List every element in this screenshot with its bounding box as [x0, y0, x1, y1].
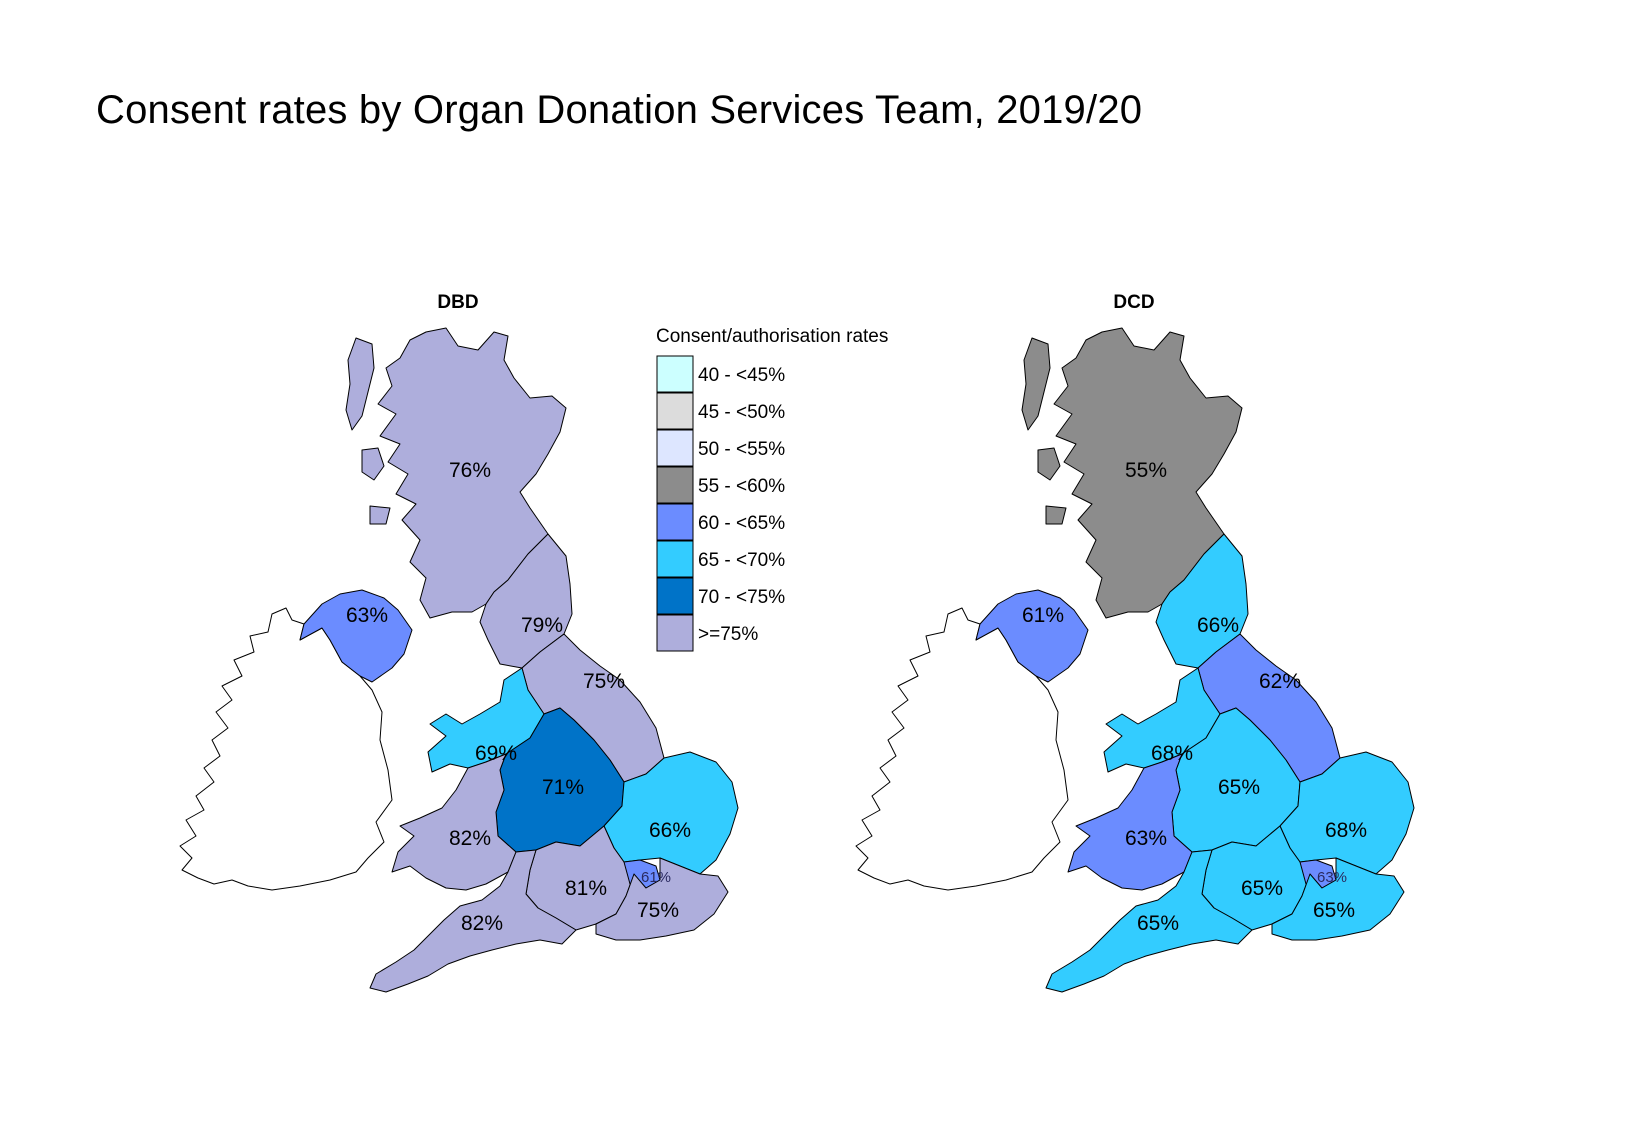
legend-swatch: [656, 355, 694, 393]
dbd-region-south-east: [595, 857, 729, 941]
dbd-region-scotland: [377, 327, 567, 619]
dcd-region-scotland-mull: [1045, 505, 1067, 525]
dbd-region-south-wales: [391, 753, 517, 891]
dbd-region-scotland-mull: [369, 505, 391, 525]
dcd-label-south-west: 65%: [1137, 912, 1179, 935]
dbd-label-north-west: 79%: [521, 614, 563, 637]
dcd-region-south-wales: [1067, 753, 1193, 891]
dcd-label-north-wales: 68%: [1151, 742, 1193, 765]
dbd-label-north-wales: 69%: [475, 742, 517, 765]
dcd-region-northern-ireland: [975, 589, 1089, 683]
dbd-label-london: 61%: [641, 869, 671, 886]
dcd-label-eastern: 68%: [1325, 819, 1367, 842]
dbd-label-south-west: 82%: [461, 912, 503, 935]
dcd-label-scotland: 55%: [1125, 459, 1167, 482]
legend-label: 65 - <70%: [698, 550, 785, 571]
legend-label: 45 - <50%: [698, 402, 785, 423]
legend-title: Consent/authorisation rates: [656, 326, 888, 347]
dbd-label-scotland: 76%: [449, 459, 491, 482]
legend-swatch: [656, 540, 694, 578]
dbd-label-south-central: 81%: [565, 877, 607, 900]
legend-label: >=75%: [698, 624, 758, 645]
dcd-region-north-west: [1155, 533, 1249, 669]
dbd-label-eastern: 66%: [649, 819, 691, 842]
legend-label: 55 - <60%: [698, 476, 785, 497]
page-title: Consent rates by Organ Donation Services…: [96, 88, 1143, 132]
dbd-label-midlands: 71%: [542, 776, 584, 799]
dcd-map: DCD 55% 61% 66% 62% 68% 65% 63% 68% 65% …: [855, 292, 1415, 993]
dbd-map: DBD 76% 63% 79%: [179, 292, 739, 993]
legend-label: 50 - <55%: [698, 439, 785, 460]
dbd-region-scotland-isles: [345, 337, 375, 431]
legend-swatch: [656, 392, 694, 430]
dbd-map-heading: DBD: [437, 292, 478, 313]
dcd-region-south-west: [1045, 849, 1253, 993]
dcd-map-heading: DCD: [1113, 292, 1154, 313]
dcd-region-scotland-isles: [1021, 337, 1051, 431]
dbd-region-south-west: [369, 849, 577, 993]
dbd-region-scotland-skye: [361, 447, 385, 481]
dbd-ireland-outline: [179, 607, 393, 891]
dbd-region-north-west: [479, 533, 573, 669]
dcd-label-london: 63%: [1317, 869, 1347, 886]
legend-swatch: [656, 466, 694, 504]
legend: Consent/authorisation rates 40 - <45% 45 …: [656, 326, 888, 652]
dcd-label-north-west: 66%: [1197, 614, 1239, 637]
dcd-label-south-east: 65%: [1313, 899, 1355, 922]
dbd-label-yorkshire: 75%: [583, 670, 625, 693]
dbd-label-south-east: 75%: [637, 899, 679, 922]
dcd-region-south-east: [1271, 857, 1405, 941]
dcd-label-northern-ireland: 61%: [1022, 604, 1064, 627]
dbd-label-south-wales: 82%: [449, 827, 491, 850]
dcd-label-south-wales: 63%: [1125, 827, 1167, 850]
dcd-label-south-central: 65%: [1241, 877, 1283, 900]
legend-swatch: [656, 614, 694, 652]
dcd-region-scotland: [1053, 327, 1243, 619]
legend-swatch: [656, 429, 694, 467]
legend-swatch: [656, 577, 694, 615]
dcd-ireland-outline: [855, 607, 1069, 891]
dbd-label-northern-ireland: 63%: [346, 604, 388, 627]
legend-swatch: [656, 503, 694, 541]
legend-label: 70 - <75%: [698, 587, 785, 608]
dbd-region-northern-ireland: [299, 589, 413, 683]
dcd-label-yorkshire: 62%: [1259, 670, 1301, 693]
legend-label: 60 - <65%: [698, 513, 785, 534]
dcd-region-scotland-skye: [1037, 447, 1061, 481]
dcd-label-midlands: 65%: [1218, 776, 1260, 799]
legend-label: 40 - <45%: [698, 365, 785, 386]
